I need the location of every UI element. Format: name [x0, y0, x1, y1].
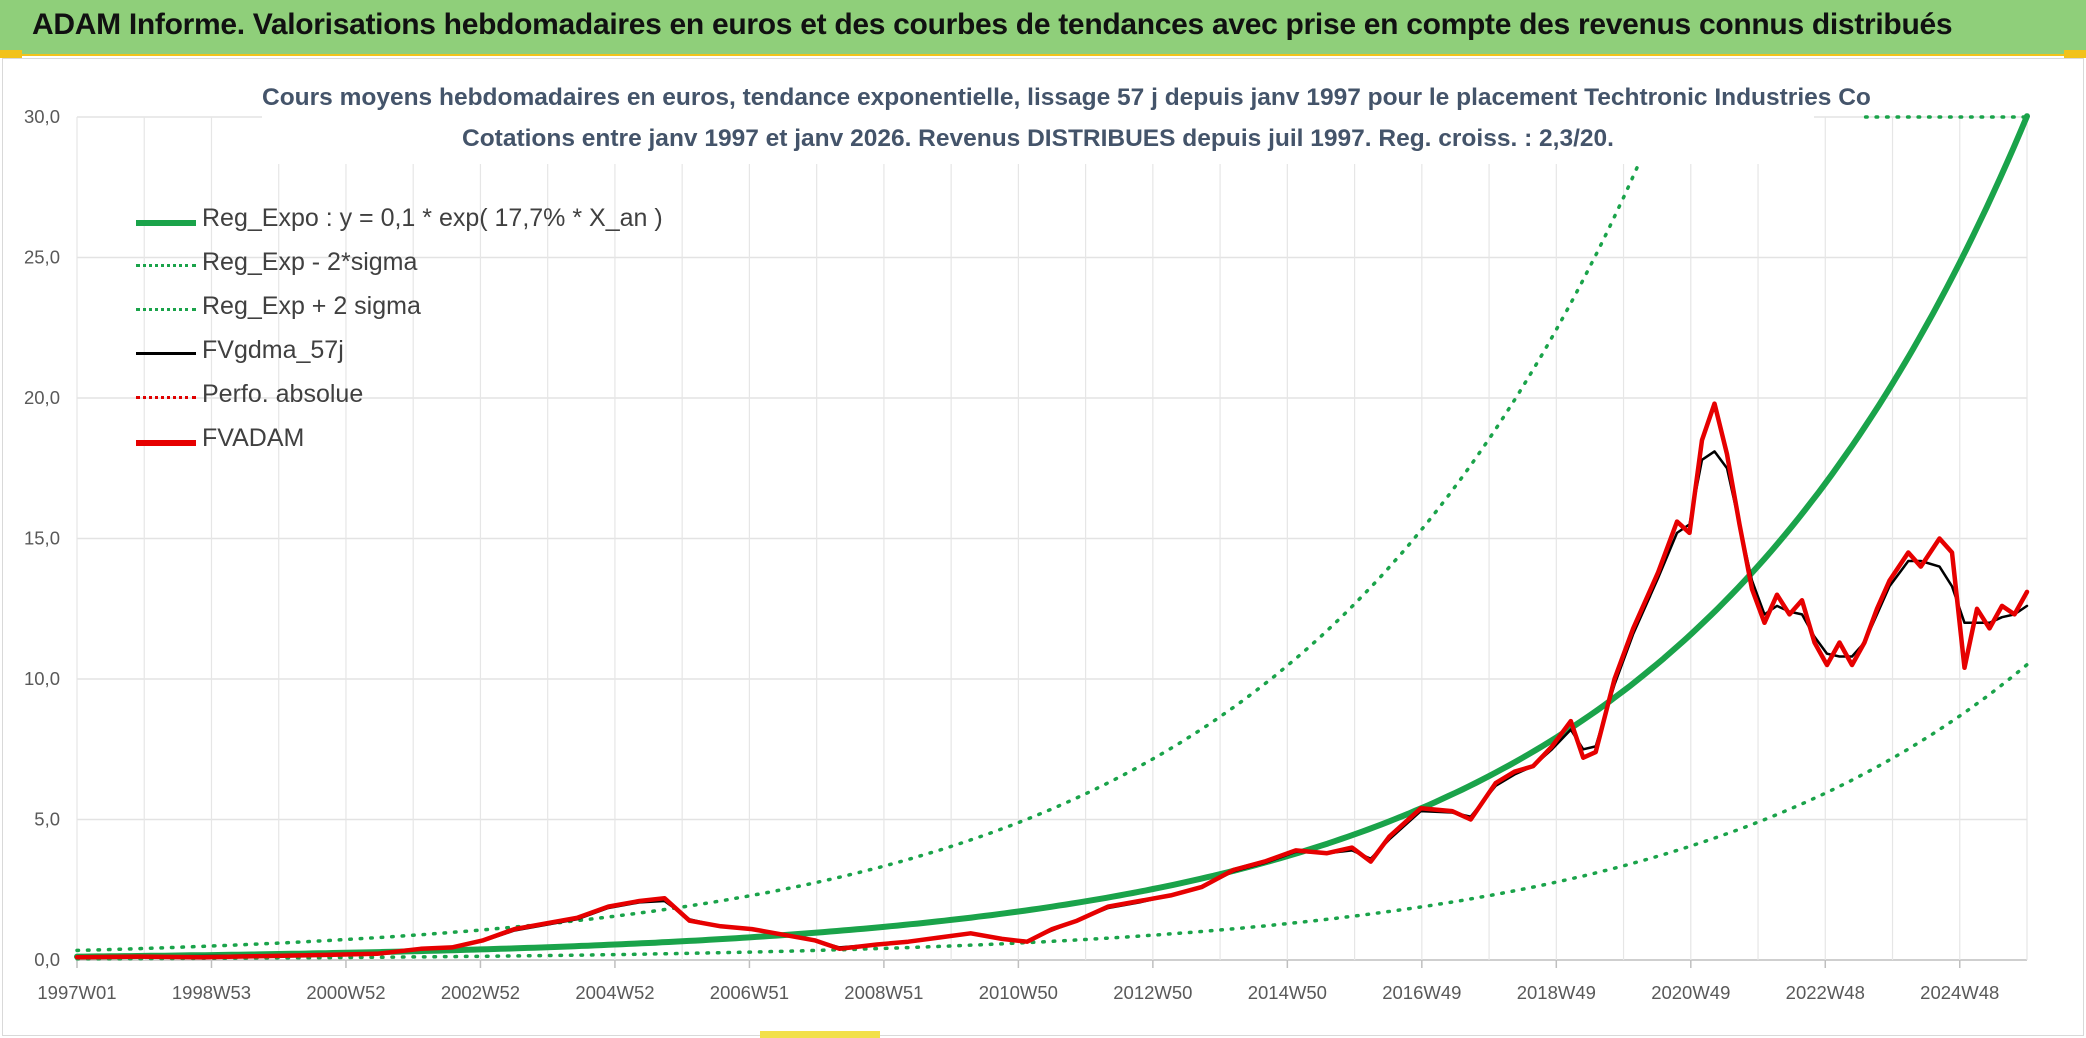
legend-label: Reg_Exp - 2*sigma	[202, 248, 418, 276]
series-line-price	[74, 401, 2030, 960]
banner-accent-right	[2064, 50, 2086, 58]
legend-label: FVgdma_57j	[202, 336, 344, 364]
y-axis-ticks: 0,0 5,0 10,0 15,0 20,0 25,0 30,0	[24, 106, 60, 970]
report-banner-title: ADAM Informe. Valorisations hebdomadaire…	[32, 8, 1953, 41]
legend-label: FVADAM	[202, 424, 305, 452]
legend-swatch	[136, 264, 196, 267]
x-tick-label: 2004W52	[575, 982, 654, 1003]
y-tick-label: 10,0	[24, 668, 60, 689]
gridlines	[76, 116, 2028, 961]
series-lines	[74, 113, 2030, 961]
y-tick-label: 5,0	[34, 809, 60, 830]
x-tick-label: 2010W50	[979, 982, 1058, 1003]
legend-label: Perfo. absolue	[202, 380, 364, 408]
x-tick-label: 2020W49	[1651, 982, 1730, 1003]
x-tick-label: 2000W52	[306, 982, 385, 1003]
legend-swatch	[136, 396, 196, 399]
bottom-accent	[760, 1031, 880, 1038]
legend-swatch	[136, 352, 196, 355]
x-tick-label: 2012W50	[1113, 982, 1192, 1003]
series-line-smooth	[75, 450, 2029, 959]
x-tick-label: 2016W49	[1382, 982, 1461, 1003]
legend-swatch	[136, 220, 196, 226]
report-banner: ADAM Informe. Valorisations hebdomadaire…	[0, 0, 2086, 56]
y-tick-label: 15,0	[24, 528, 60, 549]
x-tick-label: 2024W48	[1920, 982, 1999, 1003]
x-tick-label: 2022W48	[1786, 982, 1865, 1003]
chart-title-line-1: Cours moyens hebdomadaires en euros, ten…	[262, 84, 1871, 111]
x-axis-ticks: 1997W01 1998W53 2000W52 2002W52 2004W52 2006W…	[37, 960, 1999, 1003]
legend-label: Reg_Exp + 2 sigma	[202, 292, 421, 320]
legend-swatch	[136, 308, 196, 311]
y-tick-label: 0,0	[34, 949, 60, 970]
y-tick-label: 25,0	[24, 247, 60, 268]
x-tick-label: 2008W51	[844, 982, 923, 1003]
legend-swatch	[136, 440, 196, 446]
banner-accent-left	[0, 50, 22, 58]
x-tick-label: 2002W52	[441, 982, 520, 1003]
x-tick-label: 2006W51	[710, 982, 789, 1003]
series-line-low	[75, 662, 2029, 961]
x-tick-label: 1997W01	[37, 982, 116, 1003]
chart-frame	[2, 58, 2084, 1036]
x-tick-label: 2018W49	[1517, 982, 1596, 1003]
x-tick-label: 2014W50	[1248, 982, 1327, 1003]
series-line-high	[75, 119, 1659, 953]
x-tick-label: 1998W53	[172, 982, 251, 1003]
legend-label: Reg_Expo : y = 0,1 * exp( 17,7% * X_an )	[202, 204, 663, 232]
y-tick-label: 20,0	[24, 387, 60, 408]
y-tick-label: 30,0	[24, 106, 60, 127]
chart-title: Cours moyens hebdomadaires en euros, ten…	[262, 80, 1871, 164]
chart-title-line-2: Cotations entre janv 1997 et janv 2026. …	[462, 125, 1614, 152]
